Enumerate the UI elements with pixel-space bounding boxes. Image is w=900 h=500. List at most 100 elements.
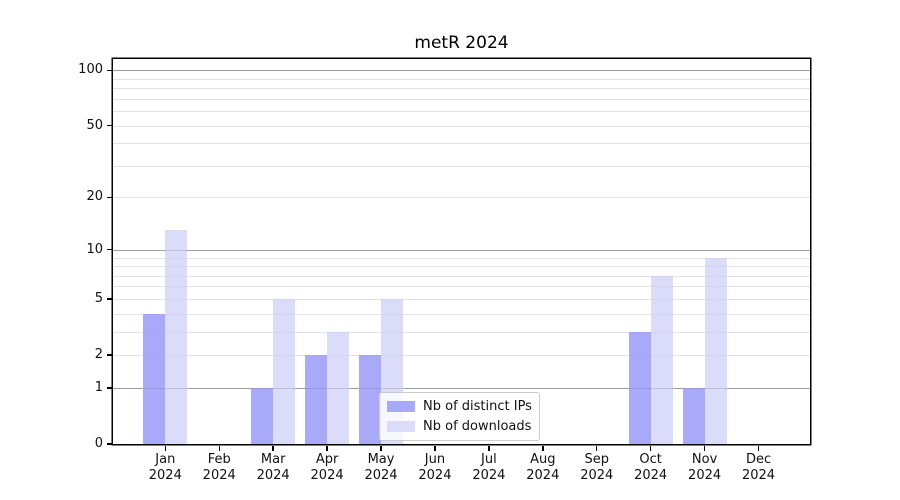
x-tick-month: Mar [260,452,286,467]
x-tick-label: Dec 2024 [724,452,794,484]
y-tick-mark [107,69,113,71]
gridline-minor-overlay [113,275,810,277]
x-tick-year: 2024 [148,468,182,483]
y-tick-mark [107,196,113,199]
x-tick-month: Jul [481,452,497,467]
y-tick-label: 5 [94,290,103,306]
gridline-minor-overlay [113,111,810,113]
gridline-minor [113,257,810,259]
legend: Nb of distinct IPs Nb of downloads [379,392,540,441]
bar-downloads [273,298,296,444]
y-tick-mark [107,387,113,389]
x-tick-label: Jun 2024 [400,452,470,484]
gridline-major [113,249,810,251]
x-tick-label: May 2024 [346,452,416,484]
x-tick-label: Oct 2024 [616,452,686,484]
legend-swatch [387,421,415,432]
x-tick-mark [164,445,166,451]
gridline-minor-overlay [113,331,810,333]
gridline-minor-overlay [113,298,810,300]
gridline-major-overlay [113,387,810,390]
gridline-minor [113,98,810,100]
bar-downloads [327,331,350,444]
gridline-minor-overlay [113,88,810,90]
x-tick-year: 2024 [310,468,344,483]
x-tick-month: Aug [530,452,556,467]
gridline-minor-overlay [113,98,810,100]
y-tick-label: 0 [94,436,103,451]
gridline-minor [113,355,810,357]
gridline-major [113,387,810,390]
x-tick-mark [757,445,760,451]
x-tick-mark [434,445,436,451]
x-tick-mark [703,445,706,451]
gridline-minor-overlay [113,125,810,127]
x-tick-mark [649,445,652,451]
x-tick-mark [488,445,490,451]
chart-title: metR 2024 [414,33,509,53]
bar-distinct-ips [628,331,651,444]
y-tick-label: 2 [94,347,103,363]
x-tick-mark [218,445,220,451]
x-tick-month: Nov [691,452,718,467]
gridline-major [113,70,810,72]
gridline-minor-overlay [113,143,810,145]
x-tick-year: 2024 [472,468,506,483]
y-tick-mark [107,354,113,356]
y-tick-label: 50 [86,117,103,133]
gridline-minor [113,266,810,268]
bar-distinct-ips [251,387,274,444]
gridline-minor-overlay [113,165,810,167]
x-tick-label: Jan 2024 [130,452,200,484]
legend-label: Nb of downloads [423,419,532,434]
y-tick-label: 1 [94,379,103,395]
x-tick-label: Sep 2024 [562,452,632,484]
x-tick-mark [542,445,544,451]
gridline-minor-overlay [113,197,810,199]
x-tick-month: Jan [155,452,176,467]
x-tick-year: 2024 [580,468,614,483]
x-tick-year: 2024 [364,468,398,483]
legend-entry: Nb of distinct IPs [387,398,532,415]
gridline-minor [113,125,810,127]
gridline-major-overlay [113,249,810,251]
x-tick-label: Jul 2024 [454,452,524,484]
gridline-minor [113,78,810,80]
x-tick-mark [272,445,274,451]
gridline-minor [113,111,810,113]
gridline-minor-overlay [113,313,810,315]
x-tick-mark [380,445,382,451]
x-tick-mark [326,445,328,451]
bar-distinct-ips [305,355,328,444]
x-tick-label: Feb 2024 [184,452,254,484]
x-tick-label: Apr 2024 [292,452,362,484]
y-tick-mark [107,298,113,300]
x-tick-month: Oct [639,452,662,467]
y-tick-label: 100 [78,62,103,78]
bar-distinct-ips [359,355,382,444]
gridline-minor-overlay [113,257,810,259]
gridline-minor [113,165,810,167]
bar-downloads [704,257,727,444]
x-tick-year: 2024 [202,468,236,483]
gridline-minor-overlay [113,355,810,357]
gridline-minor [113,313,810,315]
gridline-minor-overlay [113,286,810,288]
x-tick-month: May [367,452,395,467]
gridline-minor [113,331,810,333]
bar-distinct-ips [682,387,705,444]
x-tick-year: 2024 [418,468,452,483]
x-tick-year: 2024 [256,468,290,483]
x-tick-label: Aug 2024 [508,452,578,484]
bar-downloads [650,275,673,444]
y-tick-label: 20 [86,189,103,205]
legend-label: Nb of distinct IPs [423,399,532,414]
y-tick-label: 10 [86,241,103,257]
x-tick-month: Sep [584,452,609,467]
gridline-minor [113,197,810,199]
x-tick-month: Feb [207,452,231,467]
plot-area [113,59,810,444]
bar-downloads [165,230,188,444]
x-tick-year: 2024 [741,468,776,483]
